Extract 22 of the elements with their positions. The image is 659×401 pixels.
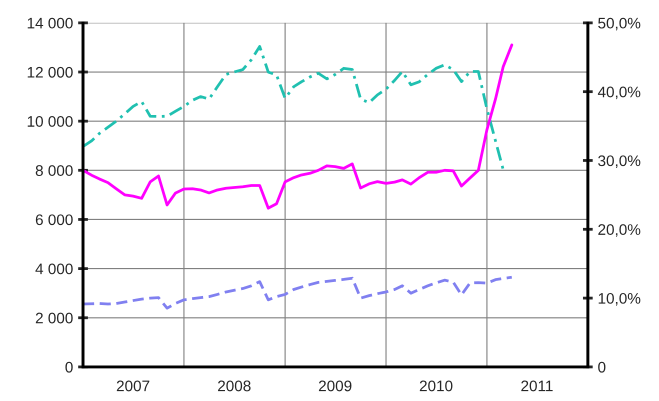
y-tick-label: 0 <box>65 362 73 373</box>
x-tick-label: 2008 <box>218 380 251 392</box>
y2-tick-label: 50,0% <box>598 18 640 30</box>
y-tick-label: 6 000 <box>36 214 73 226</box>
line-series <box>83 276 514 310</box>
y2-tick-label: 30,0% <box>598 155 640 168</box>
y2-tick-label: 20,0% <box>598 224 640 237</box>
y-tick-label: 4 000 <box>35 263 73 274</box>
y-tick-label: 2 000 <box>36 312 73 324</box>
y2-tick-label: 10,0% <box>598 292 640 306</box>
y-tick-label: 12 000 <box>28 66 73 78</box>
x-tick-label: 2007 <box>116 380 150 392</box>
line-series <box>83 45 505 172</box>
x-tick-label: 2009 <box>318 380 352 392</box>
y-tick-label: 14 000 <box>28 18 73 29</box>
y2-tick-label: 0 <box>598 362 606 373</box>
x-tick-label: 2011 <box>521 380 553 392</box>
y2-tick-label: 40,0% <box>598 86 640 100</box>
line-series <box>83 44 514 210</box>
x-tick-label: 2010 <box>420 380 452 392</box>
y-tick-label: 8 000 <box>36 165 73 176</box>
y-tick-label: 10 000 <box>28 116 73 127</box>
